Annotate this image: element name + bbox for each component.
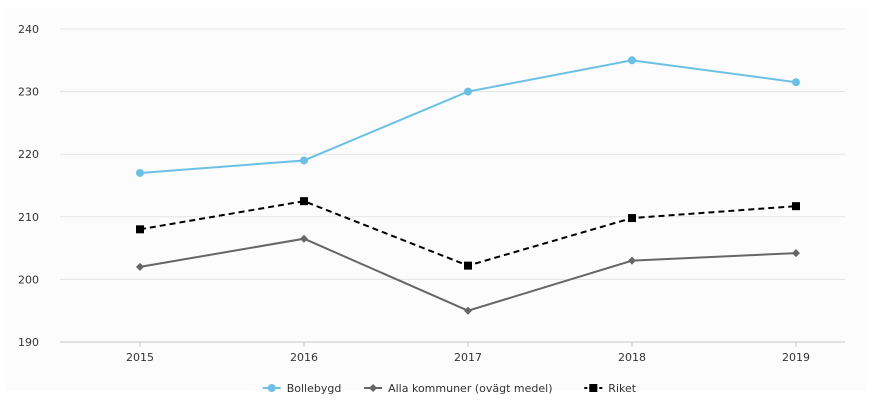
y-tick-label-240: 240 (18, 23, 39, 36)
grid-layer (60, 28, 845, 343)
legend-item-3[interactable]: Riket (584, 382, 637, 395)
data-point-2-2017[interactable] (464, 306, 472, 315)
legend: Bollebygd Alla kommuner (ovägt medel) Rike… (262, 382, 637, 395)
data-point-3-2016[interactable] (300, 197, 308, 206)
y-tick-label-190: 190 (18, 336, 39, 349)
series-3 (136, 197, 800, 270)
data-point-1-2017[interactable] (464, 87, 472, 96)
y-tick-label-200: 200 (18, 273, 39, 286)
series-1 (136, 56, 800, 177)
y-tick-label-210: 210 (18, 211, 39, 224)
legend-swatch-marker[interactable] (589, 384, 598, 392)
series-2 (136, 234, 800, 315)
data-point-2-2018[interactable] (628, 256, 636, 265)
legend-label-2: Alla kommuner (ovägt medel) (388, 382, 552, 395)
y-tick-label-230: 230 (18, 86, 39, 99)
x-tick-label-2019: 2019 (782, 351, 810, 364)
x-tick-label-2015: 2015 (126, 351, 154, 364)
data-point-1-2018[interactable] (628, 56, 636, 65)
legend-item-1[interactable]: Bollebygd (262, 382, 342, 395)
data-point-3-2018[interactable] (628, 214, 636, 223)
data-point-3-2015[interactable] (136, 225, 144, 234)
legend-label-3: Riket (608, 382, 636, 395)
data-point-1-2015[interactable] (136, 168, 144, 177)
x-axis: 2015 2016 2017 2018 2019 (126, 342, 810, 364)
data-point-1-2019[interactable] (792, 78, 800, 87)
x-tick-label-2017: 2017 (454, 351, 482, 364)
data-point-2-2015[interactable] (136, 262, 144, 271)
legend-swatch-marker[interactable] (369, 384, 378, 392)
data-point-2-2019[interactable] (792, 249, 800, 258)
plot-panel (6, 8, 866, 391)
legend-item-2[interactable]: Alla kommuner (ovägt medel) (364, 382, 552, 395)
x-tick-label-2016: 2016 (290, 351, 318, 364)
legend-label-1: Bollebygd (287, 382, 342, 395)
data-point-3-2017[interactable] (464, 261, 472, 270)
series-layer (136, 56, 800, 315)
data-point-1-2016[interactable] (300, 156, 308, 165)
x-tick-label-2018: 2018 (618, 351, 646, 364)
y-axis: 190 200 210 220 230 240 (18, 23, 39, 349)
data-point-2-2016[interactable] (300, 234, 308, 243)
legend-swatch-marker[interactable] (267, 384, 276, 392)
y-tick-label-220: 220 (18, 148, 39, 161)
data-point-3-2019[interactable] (792, 202, 800, 211)
